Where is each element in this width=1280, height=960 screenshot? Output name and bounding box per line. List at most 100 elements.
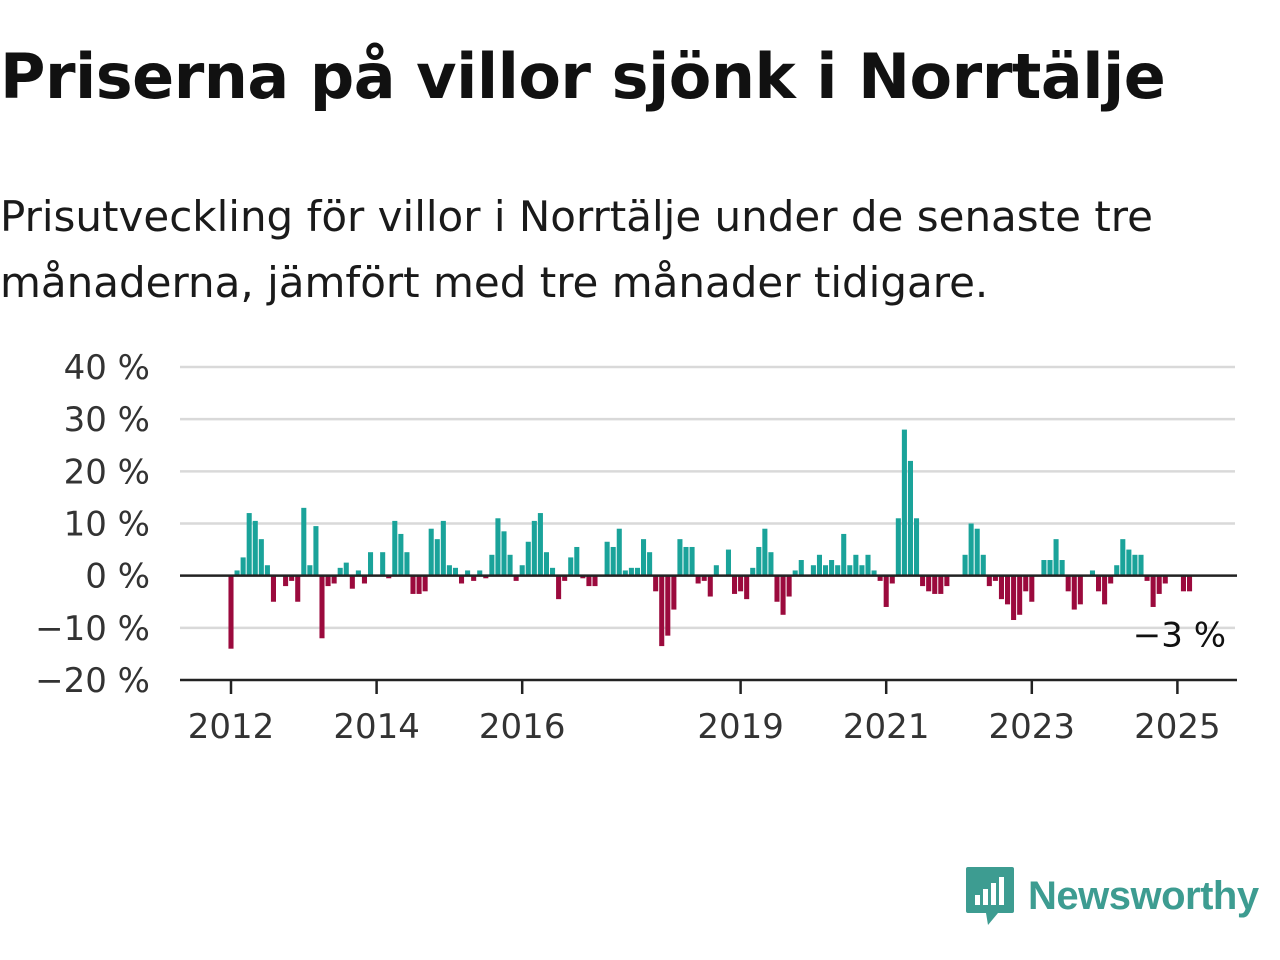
bar	[568, 557, 574, 576]
bar	[1059, 560, 1065, 576]
bar	[677, 539, 683, 576]
bar	[580, 575, 586, 579]
bar	[337, 567, 343, 576]
bar	[1029, 575, 1035, 602]
bar	[641, 539, 647, 576]
bar	[671, 575, 677, 610]
bar	[713, 565, 719, 576]
bar	[768, 552, 774, 576]
bar	[1180, 575, 1186, 592]
bar	[1156, 575, 1162, 594]
bar	[325, 575, 331, 587]
bar	[622, 570, 628, 576]
bar	[289, 575, 295, 581]
bar	[283, 575, 289, 587]
bar	[519, 565, 525, 576]
bar	[1017, 575, 1023, 615]
bar	[264, 565, 270, 576]
bar	[841, 533, 847, 576]
bar	[416, 575, 422, 594]
bar-chart: 40 % 30 % 20 % 10 % 0 % −10 % −20 % 2012 2014 201…	[35, 348, 1237, 747]
y-tick-label: 20 %	[64, 452, 150, 492]
bar	[847, 565, 853, 576]
bar	[313, 526, 319, 576]
bar	[562, 575, 568, 581]
bar	[270, 575, 276, 602]
bar	[774, 575, 780, 602]
bar	[477, 570, 483, 576]
bar	[1041, 560, 1047, 576]
bar	[725, 549, 731, 576]
bar	[349, 575, 355, 589]
bar	[543, 552, 549, 576]
bar	[507, 554, 513, 576]
bar	[537, 513, 543, 576]
bar	[465, 570, 471, 576]
bar	[295, 575, 301, 602]
bar	[1096, 575, 1102, 592]
bar	[907, 460, 913, 576]
chart-subtitle: Prisutveckling för villor i Norrtälje un…	[0, 192, 1153, 307]
bar	[1126, 549, 1132, 576]
bar	[914, 518, 920, 576]
bar	[616, 528, 622, 576]
bar	[944, 575, 950, 587]
bar	[495, 518, 501, 576]
bar	[610, 546, 616, 576]
bar	[392, 520, 398, 576]
bar	[786, 575, 792, 597]
bar	[574, 546, 580, 576]
page-title: Priserna på villor sjönk i Norrtälje	[0, 40, 1166, 113]
bar	[1005, 575, 1011, 605]
brand-logo[interactable]: Newsworthy	[964, 864, 1259, 928]
bar	[707, 575, 713, 597]
bar	[1011, 575, 1017, 621]
bar	[319, 575, 325, 639]
bar	[823, 565, 829, 576]
bar	[398, 533, 404, 576]
bar	[859, 565, 865, 576]
bar	[1187, 575, 1193, 592]
bar	[1077, 575, 1083, 605]
x-tick-label: 2025	[1134, 707, 1221, 747]
bar	[877, 575, 883, 581]
bar	[307, 565, 313, 576]
bar	[829, 560, 835, 576]
bar	[489, 554, 495, 576]
bar	[434, 539, 440, 576]
bar	[410, 575, 416, 594]
bar	[780, 575, 786, 615]
bar	[810, 565, 816, 576]
bar	[258, 539, 264, 576]
bar	[380, 552, 386, 576]
bar	[920, 575, 926, 587]
bar	[992, 575, 998, 581]
bar	[683, 546, 689, 576]
bar	[653, 575, 659, 592]
bar	[1065, 575, 1071, 592]
newsworthy-logo-icon	[966, 867, 1014, 925]
y-tick-label: 30 %	[64, 400, 150, 440]
bar	[331, 575, 337, 584]
bar	[531, 520, 537, 576]
bar	[361, 575, 367, 584]
bar	[1071, 575, 1077, 610]
bar	[889, 575, 895, 584]
bar	[556, 575, 562, 600]
x-tick-label: 2021	[843, 707, 930, 747]
bar	[968, 523, 974, 576]
bar	[756, 546, 762, 576]
bar	[938, 575, 944, 594]
bar	[1114, 565, 1120, 576]
bar	[835, 565, 841, 576]
bar	[732, 575, 738, 594]
bar	[240, 557, 246, 576]
bar	[1120, 539, 1126, 576]
bar	[343, 562, 349, 576]
bar	[1108, 575, 1114, 584]
bar	[228, 575, 234, 649]
bar	[986, 575, 992, 587]
bar	[513, 575, 519, 581]
bar	[1144, 575, 1150, 581]
bar	[252, 520, 258, 576]
